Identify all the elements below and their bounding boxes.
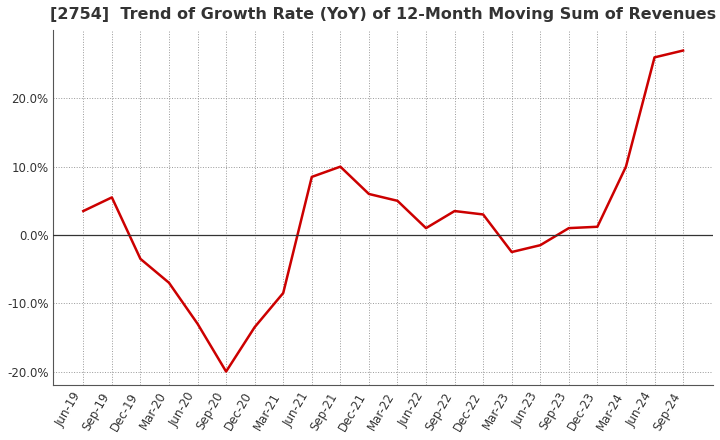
Title: [2754]  Trend of Growth Rate (YoY) of 12-Month Moving Sum of Revenues: [2754] Trend of Growth Rate (YoY) of 12-…: [50, 7, 716, 22]
